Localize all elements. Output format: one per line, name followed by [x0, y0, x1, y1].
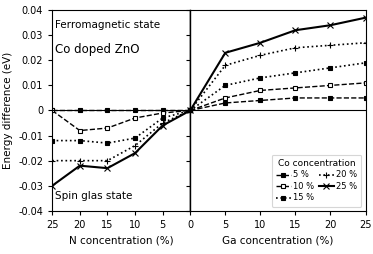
25 % — [293, 29, 298, 32]
25 % — [363, 16, 368, 19]
Legend: 5 %, 10 %, 15 %, 20 %, 25 %: 5 %, 10 %, 15 %, 20 %, 25 % — [272, 155, 361, 207]
20 % — [293, 46, 298, 49]
X-axis label: N concentration (%): N concentration (%) — [69, 235, 173, 245]
5 % — [293, 97, 298, 100]
10 % — [363, 81, 368, 84]
15 % — [223, 84, 228, 87]
10 % — [258, 89, 263, 92]
15 % — [188, 109, 192, 112]
Y-axis label: Energy difference (eV): Energy difference (eV) — [3, 52, 13, 169]
Text: Spin glas state: Spin glas state — [55, 191, 132, 201]
15 % — [293, 71, 298, 74]
20 % — [258, 54, 263, 57]
Line: 5 %: 5 % — [188, 96, 368, 113]
20 % — [363, 41, 368, 44]
Text: Ferromagnetic state: Ferromagnetic state — [55, 20, 160, 30]
Line: 20 %: 20 % — [187, 39, 369, 114]
Line: 25 %: 25 % — [187, 14, 369, 114]
Text: Co doped ZnO: Co doped ZnO — [55, 43, 140, 56]
Line: 15 %: 15 % — [188, 60, 368, 113]
20 % — [223, 64, 228, 67]
10 % — [188, 109, 192, 112]
Line: 10 %: 10 % — [188, 81, 368, 113]
15 % — [258, 76, 263, 80]
10 % — [293, 86, 298, 89]
5 % — [223, 101, 228, 104]
25 % — [258, 41, 263, 44]
X-axis label: Ga concentration (%): Ga concentration (%) — [222, 235, 333, 245]
25 % — [188, 109, 192, 112]
5 % — [363, 97, 368, 100]
20 % — [328, 44, 333, 47]
10 % — [328, 84, 333, 87]
5 % — [328, 97, 333, 100]
5 % — [258, 99, 263, 102]
25 % — [328, 24, 333, 27]
5 % — [188, 109, 192, 112]
25 % — [223, 51, 228, 54]
10 % — [223, 97, 228, 100]
15 % — [328, 66, 333, 69]
20 % — [188, 109, 192, 112]
15 % — [363, 61, 368, 64]
